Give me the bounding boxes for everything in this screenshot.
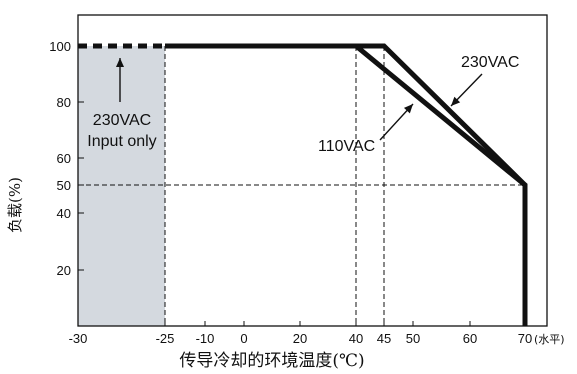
- y-tick-label: 50: [57, 178, 71, 193]
- x-tick-label: 0: [240, 331, 247, 346]
- annotation-arrowhead: [451, 96, 461, 106]
- y-axis-title: 负载(%): [6, 177, 24, 233]
- y-axis-ticks: 20 40 50 60 80 100: [49, 39, 84, 278]
- x-tick-label: 70: [518, 331, 532, 346]
- x-axis-title: 传导冷却的环境温度(℃): [179, 351, 364, 371]
- reference-lines: [78, 46, 525, 326]
- y-tick-label: 60: [57, 151, 71, 166]
- y-tick-label: 40: [57, 206, 71, 221]
- annotation-110vac-label: 110VAC: [318, 138, 375, 155]
- annotation-arrowhead: [403, 104, 413, 114]
- plot-frame: [77, 14, 548, 327]
- shaded-region: [78, 46, 165, 326]
- x-tick-label: 45: [377, 331, 391, 346]
- annotation-input-only-line2: Input only: [87, 133, 156, 150]
- x-axis-unit: (水平): [534, 333, 565, 346]
- annotation-230vac-label: 230VAC: [461, 54, 519, 71]
- x-tick-label: -30: [69, 331, 88, 346]
- x-tick-label: 20: [293, 331, 307, 346]
- x-tick-label: -10: [196, 331, 215, 346]
- y-tick-label: 100: [49, 39, 71, 54]
- annotations: 230VAC 110VAC 230VAC Input only: [87, 54, 519, 155]
- x-tick-label: 60: [463, 331, 477, 346]
- annotation-input-only-line1: 230VAC: [93, 112, 151, 129]
- y-tick-label: 20: [57, 263, 71, 278]
- annotation-arrowhead: [116, 58, 124, 67]
- x-tick-label: 50: [406, 331, 420, 346]
- x-tick-label: 40: [349, 331, 363, 346]
- series-line: [165, 43, 528, 326]
- series-line: [165, 43, 528, 326]
- x-axis-ticks: -30 -25 -10 0 20 40 45 50 60 70: [69, 321, 532, 346]
- series-layer: [78, 43, 528, 326]
- y-tick-label: 80: [57, 95, 71, 110]
- x-tick-label: -25: [156, 331, 175, 346]
